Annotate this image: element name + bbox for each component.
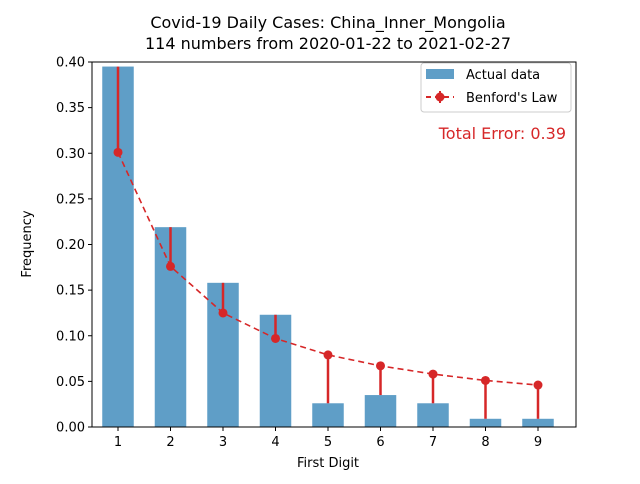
- total-error-annotation: Total Error: 0.39: [438, 124, 566, 143]
- x-tick-label-1: 1: [114, 435, 122, 450]
- x-tick-label-8: 8: [481, 435, 489, 450]
- benford-point-digit-1: [113, 147, 123, 157]
- legend-label-benfords-law: Benford's Law: [466, 91, 558, 106]
- y-tick-label-5: 0.25: [56, 192, 85, 207]
- x-tick-label-4: 4: [271, 435, 279, 450]
- y-tick-label-0: 0.00: [56, 421, 85, 436]
- benford-point-digit-6: [376, 361, 385, 371]
- chart-title-line-1: Covid-19 Daily Cases: China_Inner_Mongol…: [150, 13, 505, 33]
- x-tick-label-2: 2: [166, 435, 174, 450]
- y-tick-label-8: 0.40: [56, 56, 85, 71]
- x-axis-ticks: 1 2 3 4 5 6 7 8 9: [114, 427, 542, 450]
- bar-digit-6: [364, 395, 397, 427]
- x-tick-label-9: 9: [534, 435, 542, 450]
- y-tick-label-3: 0.15: [56, 284, 85, 299]
- x-tick-label-3: 3: [219, 435, 227, 450]
- y-tick-label-6: 0.30: [56, 147, 85, 162]
- legend-swatch-actual-data: [426, 69, 454, 79]
- y-tick-label-2: 0.10: [56, 329, 85, 344]
- legend-label-actual-data: Actual data: [466, 68, 540, 83]
- x-axis-label: First Digit: [297, 456, 359, 471]
- legend: Actual data Benford's Law: [420, 62, 572, 113]
- y-tick-label-1: 0.05: [56, 375, 85, 390]
- benford-point-digit-2: [166, 261, 175, 271]
- y-tick-label-4: 0.20: [56, 238, 85, 253]
- chart-title-line-2: 114 numbers from 2020-01-22 to 2021-02-2…: [145, 34, 511, 53]
- benford-point-digit-3: [218, 308, 228, 318]
- benford-line: [117, 152, 539, 386]
- benford-point-digit-8: [481, 375, 490, 385]
- legend-box: [420, 62, 572, 113]
- y-axis-ticks: 0.00 0.05 0.10 0.15 0.20 0.25 0.30 0.35 0.40: [56, 56, 92, 436]
- y-tick-label-7: 0.35: [56, 101, 85, 116]
- bar-digit-7: [417, 403, 449, 427]
- x-tick-label-6: 6: [376, 435, 384, 450]
- benford-layer: [113, 66, 543, 419]
- legend-swatch-benford-marker: [435, 92, 445, 102]
- y-axis-label: Frequency: [20, 210, 35, 277]
- x-tick-label-7: 7: [429, 435, 437, 450]
- benford-point-digit-7: [428, 369, 438, 379]
- bar-digit-5: [312, 403, 344, 427]
- benford-point-digit-9: [533, 380, 543, 390]
- x-tick-label-5: 5: [324, 435, 332, 450]
- benford-point-digit-4: [271, 333, 280, 343]
- bar-digit-8: [469, 418, 502, 427]
- bar-digit-9: [522, 418, 554, 427]
- benford-point-digit-5: [323, 350, 333, 360]
